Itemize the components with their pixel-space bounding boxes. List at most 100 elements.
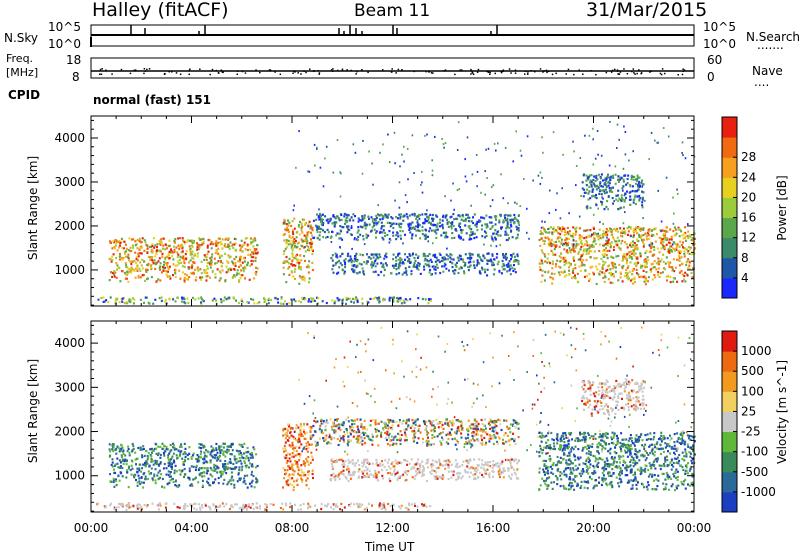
power-cell — [680, 244, 683, 247]
velocity-cell — [407, 424, 410, 427]
velocity-cell — [201, 472, 204, 475]
power-cell — [450, 227, 453, 230]
power-cell — [316, 230, 319, 233]
power-cell — [343, 215, 346, 218]
velocity-cell — [437, 426, 440, 429]
velocity-cell — [469, 427, 472, 430]
velocity-cell — [119, 461, 122, 464]
power-cell — [321, 300, 324, 303]
velocity-cell — [230, 467, 233, 470]
power-cell — [686, 274, 689, 277]
power-cell — [663, 245, 666, 248]
power-cell — [217, 237, 220, 240]
power-cell — [579, 241, 582, 244]
power-cell — [249, 243, 252, 246]
power-cell — [647, 230, 650, 233]
velocity-cell — [499, 419, 502, 422]
power-cell — [283, 239, 286, 242]
velocity-cell — [328, 436, 331, 439]
power-cell — [659, 272, 662, 275]
velocity-cell — [165, 473, 168, 476]
velocity-cell — [405, 428, 408, 431]
power-cell — [363, 215, 366, 218]
power-cell — [540, 249, 543, 252]
power-cell — [547, 243, 550, 246]
velocity-cell — [426, 430, 428, 433]
velocity-cell — [465, 441, 468, 444]
power-cell — [187, 278, 189, 281]
power-cell — [662, 127, 665, 129]
power-cell — [360, 219, 363, 222]
freq-mark — [567, 68, 570, 71]
power-cell — [457, 259, 460, 262]
power-cell — [316, 236, 319, 239]
power-cell — [608, 242, 611, 245]
power-cell — [413, 227, 416, 230]
velocity-cell — [182, 461, 185, 464]
velocity-cell — [471, 444, 474, 447]
velocity-cell — [354, 419, 356, 422]
velocity-cell — [300, 474, 303, 477]
power-cell — [478, 256, 481, 259]
power-cell — [508, 265, 511, 268]
velocity-cell — [242, 481, 245, 484]
power-cell — [405, 273, 408, 276]
power-cell — [597, 232, 599, 235]
velocity-cell — [286, 428, 289, 431]
power-cell — [366, 223, 369, 226]
power-cell — [324, 215, 327, 218]
power-cell — [159, 243, 162, 246]
velocity-cell — [151, 477, 154, 480]
velocity-cell — [490, 419, 493, 422]
power-cell — [445, 267, 448, 270]
power-cell — [491, 264, 494, 267]
power-cell — [516, 236, 519, 239]
power-cell — [299, 220, 301, 224]
power-cell — [553, 248, 556, 251]
power-cell — [296, 245, 299, 248]
velocity-cell — [445, 441, 448, 444]
velocity-cell — [498, 437, 501, 440]
velocity-cell — [183, 458, 186, 461]
power-cell — [416, 219, 419, 222]
velocity-cell — [251, 463, 254, 466]
power-cell — [634, 244, 637, 248]
power-cell — [336, 215, 339, 218]
power-cell — [414, 234, 417, 237]
power-cell — [388, 230, 391, 233]
power-cell — [115, 240, 118, 243]
power-cell — [240, 299, 243, 302]
power-cell — [566, 231, 569, 234]
power-cell — [630, 227, 633, 230]
power-cell — [431, 159, 433, 162]
power-cell — [310, 300, 313, 303]
power-cell — [648, 250, 651, 253]
power-cell — [308, 277, 311, 280]
power-cell — [442, 226, 444, 229]
power-cell — [365, 262, 368, 265]
power-cell — [641, 183, 644, 186]
velocity-cell — [253, 448, 256, 451]
power-cell — [568, 247, 571, 250]
power-cell — [416, 215, 419, 218]
freq-mark — [134, 69, 137, 71]
velocity-cell — [352, 419, 355, 422]
velocity-cell — [218, 454, 221, 457]
velocity-cell — [453, 431, 456, 434]
power-cell — [253, 302, 256, 305]
nsearch-tick-top: 10^5 — [703, 20, 736, 34]
velocity-cell — [288, 473, 291, 476]
power-cell — [410, 273, 413, 276]
power-cell — [683, 247, 686, 250]
power-cell — [504, 216, 507, 220]
velocity-cell — [359, 418, 362, 421]
velocity-cell — [386, 424, 389, 427]
power-cell — [152, 237, 155, 240]
power-cell — [338, 259, 341, 262]
velocity-cell — [346, 431, 349, 435]
velocity-cell — [168, 481, 171, 484]
power-cell — [392, 300, 395, 303]
power-cell — [343, 272, 346, 275]
power-cell — [388, 237, 391, 241]
power-cell — [451, 222, 454, 225]
